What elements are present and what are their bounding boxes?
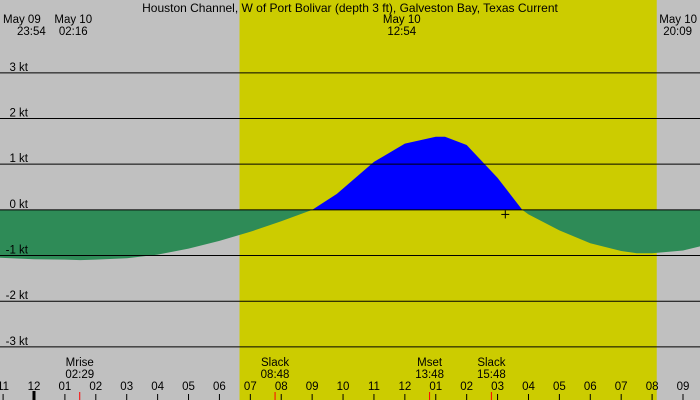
top-event-date: May 10 xyxy=(383,14,421,26)
hour-tick-label: 04 xyxy=(151,381,164,393)
bottom-event-time: 13:48 xyxy=(415,369,444,381)
bottom-event-time: 02:29 xyxy=(65,369,94,381)
top-event-time: 20:09 xyxy=(663,26,692,38)
current-time-marker xyxy=(501,210,510,219)
y-tick-label: -3 kt xyxy=(6,336,29,348)
hour-tick-label: 10 xyxy=(337,381,350,393)
hour-tick-label: 09 xyxy=(677,381,690,393)
hour-tick-label: 01 xyxy=(59,381,72,393)
hour-tick-label: 02 xyxy=(460,381,473,393)
grid-lines xyxy=(0,72,700,348)
y-tick-labels: 3 kt 2 kt 1 kt 0 kt -1 kt -2 kt -3 kt xyxy=(6,62,29,348)
hour-tick-label: 05 xyxy=(182,381,195,393)
hour-tick-label: 02 xyxy=(89,381,102,393)
hour-tick-label: 03 xyxy=(491,381,504,393)
y-tick-label: -1 kt xyxy=(6,245,29,257)
bottom-event-time: 15:48 xyxy=(477,369,506,381)
hour-tick-label: 07 xyxy=(615,381,628,393)
current-area-layer xyxy=(0,136,700,261)
hour-tick-label: 06 xyxy=(213,381,226,393)
y-tick-label: -2 kt xyxy=(6,290,29,302)
chart-title: Houston Channel, W of Port Bolivar (dept… xyxy=(142,1,558,15)
y-tick-label: 3 kt xyxy=(9,62,28,74)
y-tick-label: 1 kt xyxy=(9,153,28,165)
hour-tick-label: 11 xyxy=(368,381,380,393)
hour-tick-label: 07 xyxy=(244,381,257,393)
top-event-time: 02:16 xyxy=(59,26,88,38)
y-tick-label: 0 kt xyxy=(9,199,28,211)
hour-tick-label: 08 xyxy=(275,381,288,393)
hour-tick-label: 11 xyxy=(0,381,9,393)
bottom-event-label: Slack xyxy=(477,357,505,369)
hour-tick-label: 01 xyxy=(429,381,442,393)
top-event-date: May 10 xyxy=(54,14,92,26)
hour-tick-label: 06 xyxy=(584,381,597,393)
hour-tick-label: 04 xyxy=(522,381,535,393)
hour-tick-label: 08 xyxy=(646,381,659,393)
hour-tick-label: 12 xyxy=(398,381,411,393)
y-tick-label: 2 kt xyxy=(9,107,28,119)
bottom-event-label: Mrise xyxy=(66,357,94,369)
ebb-current-area xyxy=(0,209,700,261)
bottom-event-time: 08:48 xyxy=(261,369,290,381)
top-event-date: May 09 xyxy=(3,14,41,26)
flood-current-area xyxy=(0,136,700,210)
top-event-time: 12:54 xyxy=(387,26,416,38)
bottom-event-label: Mset xyxy=(417,357,443,369)
hour-tick-label: 05 xyxy=(553,381,566,393)
hour-tick-label: 12 xyxy=(28,381,41,393)
top-event-time: 23:54 xyxy=(17,26,46,38)
hour-tick-label: 03 xyxy=(120,381,133,393)
hour-tick-label: 09 xyxy=(306,381,319,393)
hour-axis: 11 12 01 02 03 04 05 06 07 08 09 10 11 12 01 02 03 04 05 06… xyxy=(0,381,689,400)
top-event-date: May 10 xyxy=(659,14,697,26)
bottom-event-label: Slack xyxy=(261,357,289,369)
